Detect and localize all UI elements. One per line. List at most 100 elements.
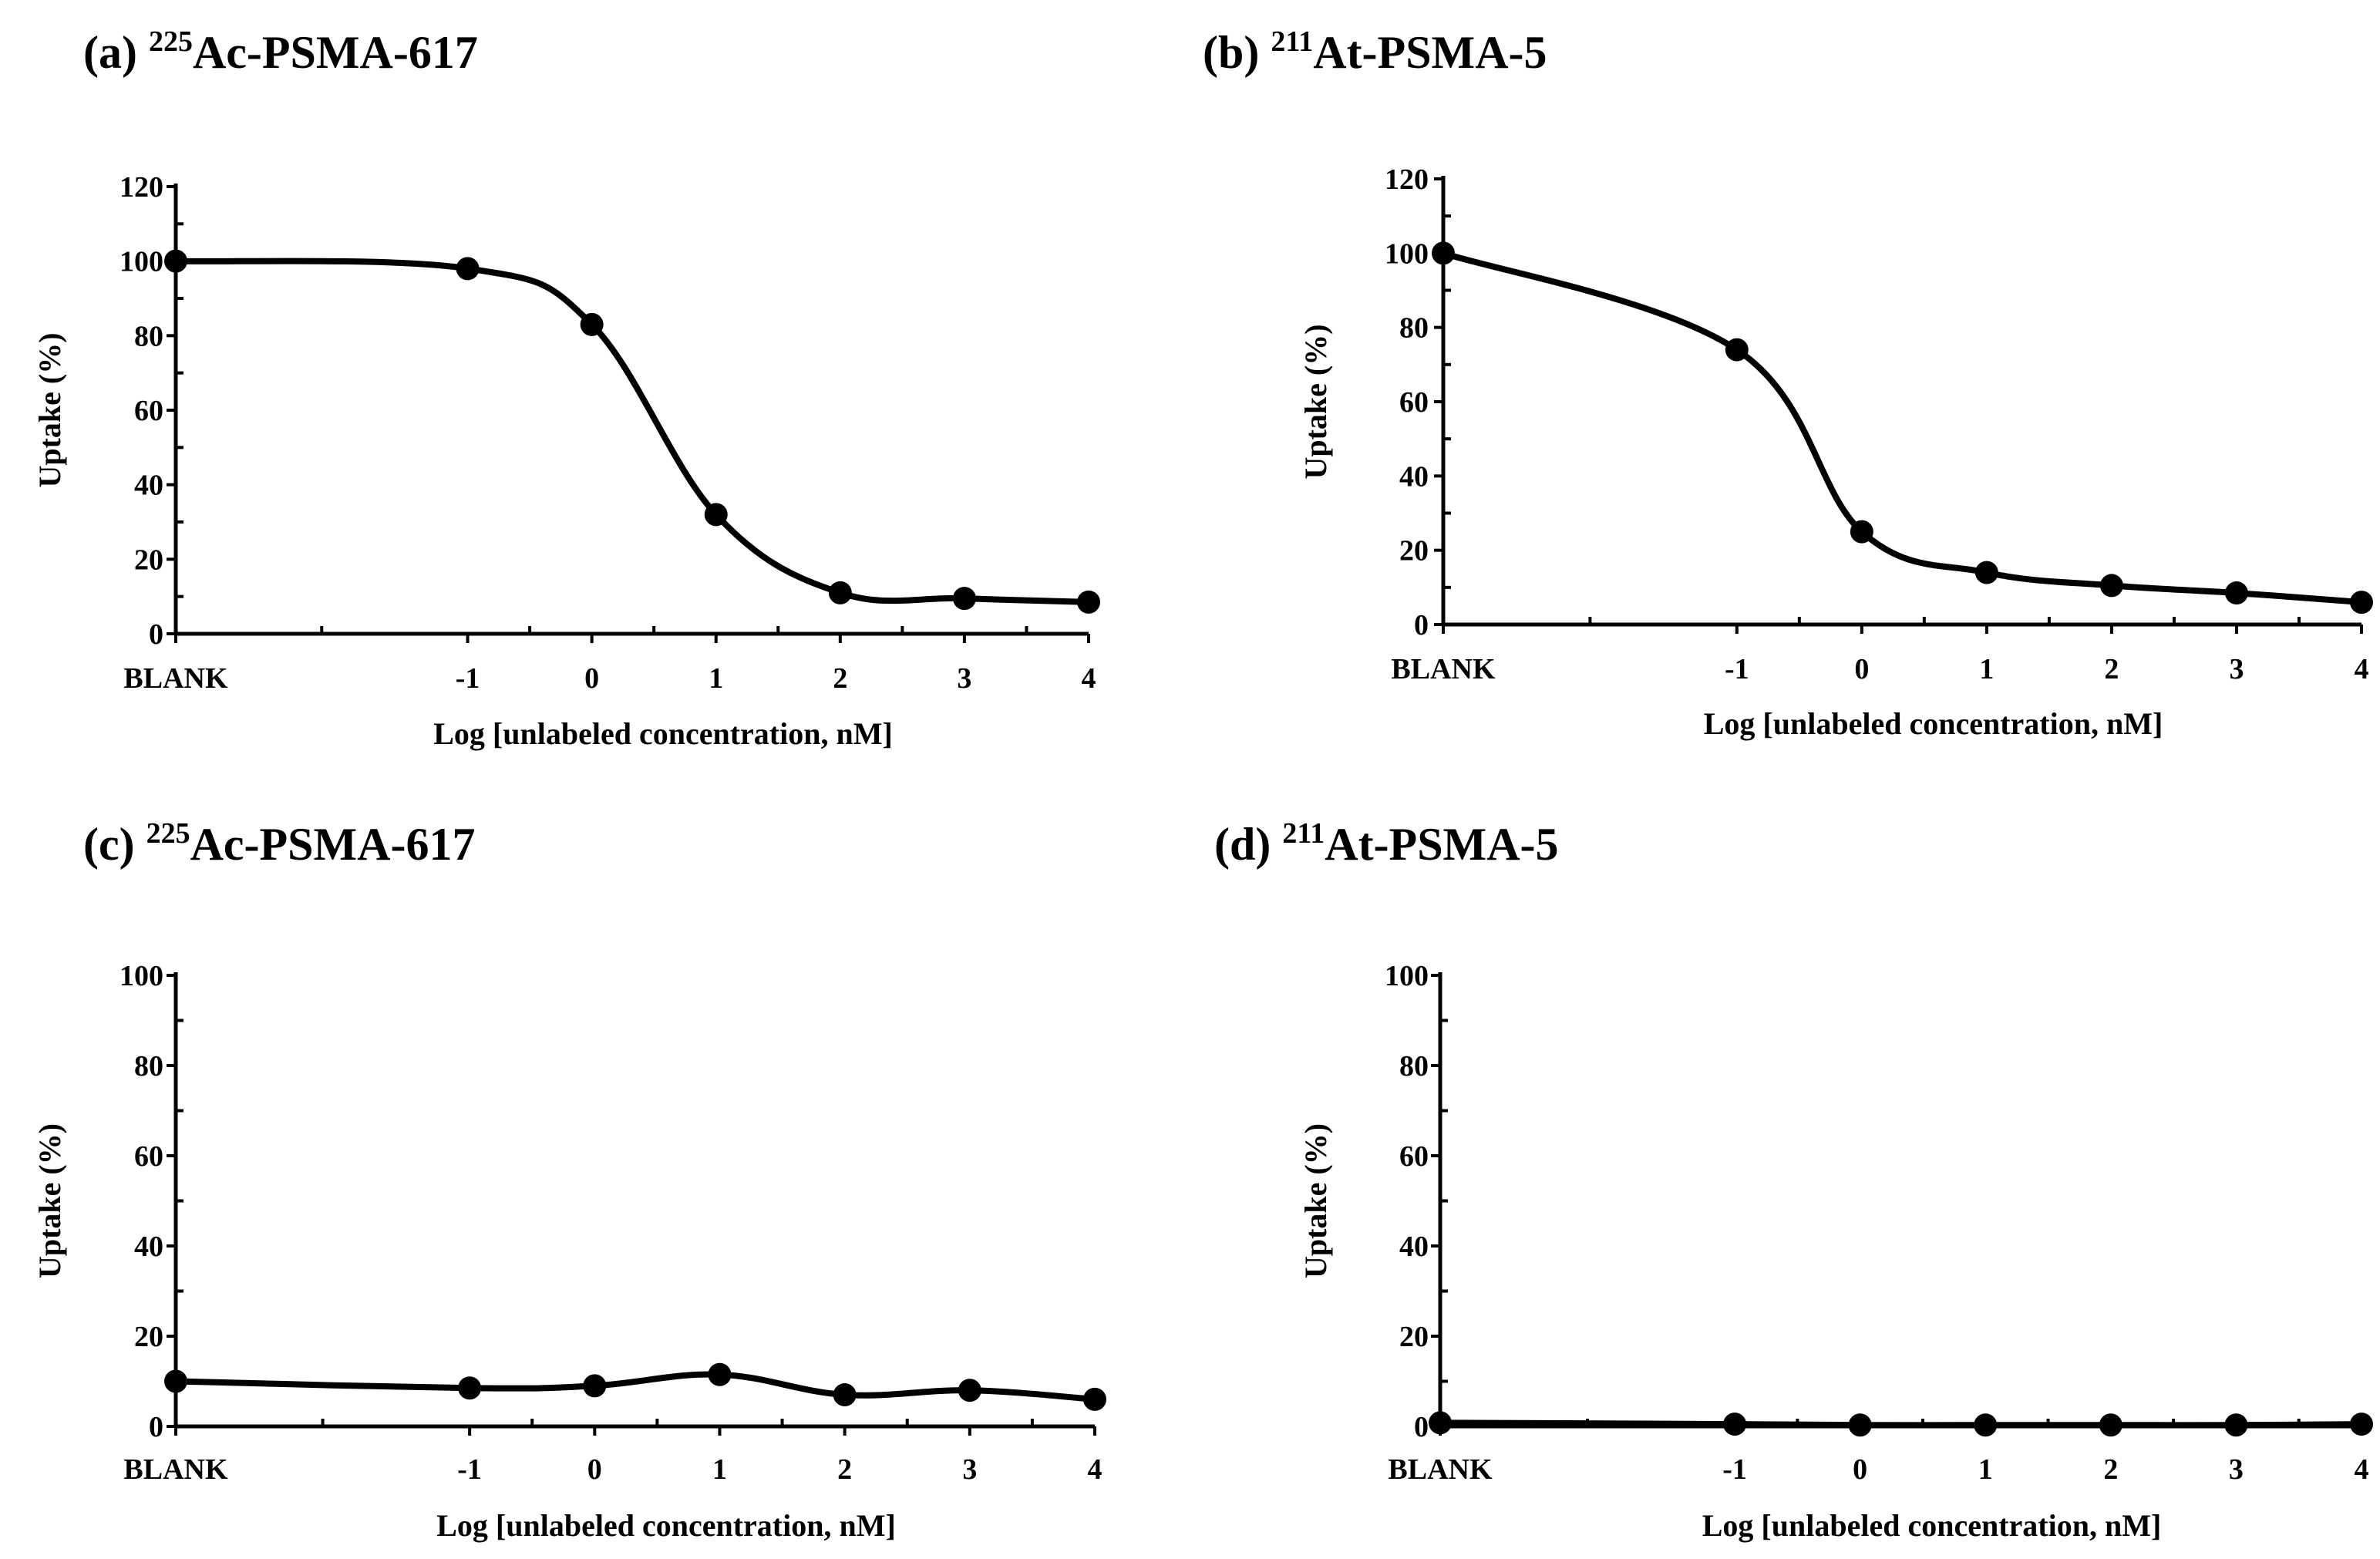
panel-title-superscript: 211 (1282, 817, 1325, 850)
y-tick-label: 40 (1399, 1231, 1429, 1263)
y-tick-label: 40 (134, 1231, 163, 1263)
x-axis-label-b: Log [unlabeled concentration, nM] (1704, 706, 2163, 741)
data-point (458, 1376, 482, 1400)
data-point (708, 1362, 732, 1386)
x-tick-label: -1 (1725, 653, 1749, 685)
x-tick-label: 3 (957, 662, 971, 695)
panel-title-d: (d) 211At-PSMA-5 (1214, 817, 1559, 870)
y-tick-label: 40 (1399, 460, 1429, 493)
data-point (164, 249, 187, 273)
data-point (833, 1383, 857, 1407)
y-tick-label: 120 (1385, 163, 1429, 196)
y-tick-label: 100 (120, 960, 163, 992)
x-tick-label: 1 (1979, 653, 1994, 685)
data-point (2350, 1413, 2373, 1436)
x-tick-label: 0 (1854, 653, 1869, 685)
data-point (583, 1374, 607, 1398)
y-tick-label: 20 (134, 544, 163, 576)
x-tick-label: 1 (709, 662, 723, 695)
x-tick-label: 1 (1978, 1453, 1993, 1486)
x-axis-label-c: Log [unlabeled concentration, nM] (436, 1508, 896, 1543)
y-tick-label: 20 (134, 1321, 163, 1353)
x-tick-label: 1 (712, 1453, 727, 1486)
data-point (1848, 1413, 1872, 1437)
x-tick-label: 4 (2355, 653, 2369, 685)
data-point (2224, 581, 2248, 605)
series-line-c (173, 1371, 1098, 1402)
data-point (2224, 1413, 2248, 1437)
panel-title-prefix: (d) (1214, 819, 1282, 870)
data-point (1077, 590, 1100, 614)
y-tick-label: 20 (1399, 535, 1429, 567)
x-axis-label-d: Log [unlabeled concentration, nM] (1702, 1508, 2162, 1543)
y-tick-label: 0 (1414, 609, 1429, 641)
x-tick-label: 4 (1088, 1453, 1102, 1486)
x-axis-label-a: Log [unlabeled concentration, nM] (433, 716, 893, 751)
series-line-a (173, 258, 1092, 605)
y-tick-label: 20 (1399, 1321, 1429, 1353)
y-tick-label: 80 (1399, 1050, 1429, 1083)
x-tick-label: BLANK (1388, 1453, 1493, 1486)
panel-title-b: (b) 211At-PSMA-5 (1203, 25, 1547, 78)
panel-title-superscript: 225 (149, 25, 193, 58)
data-point (1974, 1413, 1998, 1437)
data-point (164, 1369, 187, 1393)
x-tick-label: 2 (837, 1453, 852, 1486)
y-tick-label: 40 (134, 470, 163, 502)
x-tick-label: -1 (457, 1453, 482, 1486)
x-tick-label: 0 (587, 1453, 602, 1486)
x-tick-label: 0 (584, 662, 599, 695)
panel-title-c: (c) 225Ac-PSMA-617 (83, 817, 476, 870)
y-tick-label: 0 (1414, 1411, 1429, 1443)
x-tick-label: 2 (2103, 1453, 2118, 1486)
y-tick-label: 60 (1399, 1140, 1429, 1173)
y-tick-label: 60 (134, 395, 163, 427)
panel-title-prefix: (c) (83, 819, 146, 870)
x-tick-label: BLANK (123, 1453, 228, 1486)
panel-b: (b) 211At-PSMA-5 0 20 40 60 80 100 120 BLANK -1 0 1… (1203, 25, 2373, 741)
y-tick-label: 120 (120, 171, 163, 204)
panel-title-name: Ac-PSMA-617 (193, 27, 478, 78)
y-axis-label-d: Uptake (%) (1298, 1123, 1333, 1278)
y-tick-label: 100 (120, 246, 163, 278)
data-point (1429, 1411, 1452, 1435)
y-axis-label-c: Uptake (%) (32, 1123, 67, 1278)
y-tick-label: 60 (134, 1140, 163, 1173)
y-tick-label: 100 (1385, 960, 1429, 992)
data-point (456, 257, 480, 281)
data-point (828, 581, 852, 604)
x-tick-label: 3 (2229, 653, 2244, 685)
panel-title-name: Ac-PSMA-617 (190, 819, 476, 870)
data-point (2099, 1413, 2122, 1437)
y-axis-label-a: Uptake (%) (32, 332, 67, 487)
data-point (1850, 520, 1873, 544)
data-point (1725, 338, 1749, 362)
x-tick-label: 2 (2104, 653, 2119, 685)
panel-d: (d) 211At-PSMA-5 0 20 40 60 80 100 BLANK -1 0 1 2 3 4… (1214, 817, 2373, 1543)
y-tick-label: 60 (1399, 386, 1429, 419)
series-line-d (1437, 1419, 2365, 1429)
panel-title-prefix: (a) (83, 27, 149, 78)
x-tick-label: -1 (456, 662, 480, 695)
data-point (958, 1379, 981, 1402)
panel-title-name: At-PSMA-5 (1313, 27, 1547, 78)
x-tick-label: 0 (1853, 1453, 1867, 1486)
x-tick-label: BLANK (123, 662, 228, 695)
data-point (1083, 1387, 1106, 1411)
panel-title-name: At-PSMA-5 (1325, 819, 1558, 870)
y-tick-label: 0 (149, 1411, 163, 1443)
data-point (2099, 574, 2123, 598)
y-axis-label-b: Uptake (%) (1298, 324, 1333, 479)
data-point (704, 503, 728, 527)
x-tick-label: -1 (1722, 1453, 1747, 1486)
y-tick-label: 100 (1385, 237, 1429, 270)
panel-c: (c) 225Ac-PSMA-617 0 20 40 60 80 100 BLANK -1 0 1 2… (32, 817, 1106, 1543)
y-tick-label: 0 (149, 618, 163, 651)
x-tick-label: BLANK (1391, 653, 1496, 685)
series-line-b (1440, 250, 2365, 606)
data-point (952, 587, 976, 611)
y-tick-label: 80 (1399, 312, 1429, 345)
data-point (580, 312, 604, 336)
